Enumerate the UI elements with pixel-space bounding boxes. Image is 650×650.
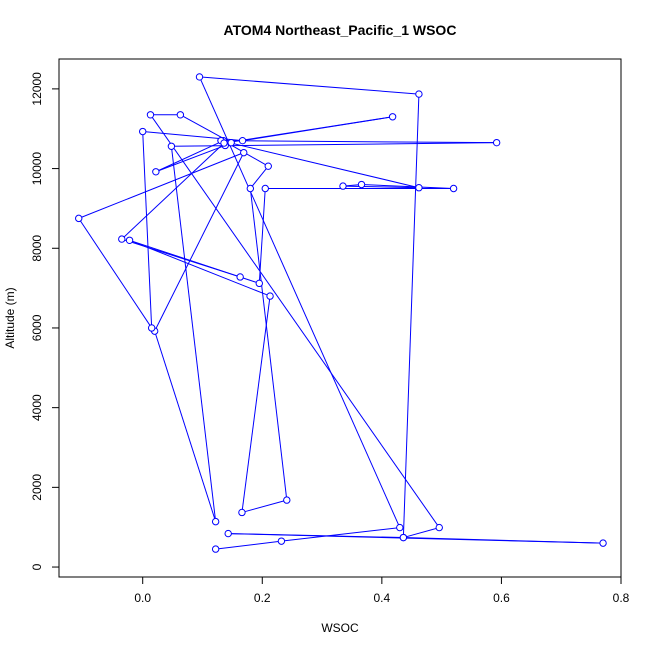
data-point — [388, 113, 397, 121]
y-tick-label: 10000 — [30, 152, 44, 186]
data-point — [176, 111, 185, 119]
data-point — [118, 235, 126, 243]
data-point — [357, 180, 366, 189]
series-segment — [241, 499, 287, 513]
series-segment — [342, 185, 419, 189]
series-segment — [78, 152, 244, 219]
series-segment — [154, 152, 245, 332]
data-point — [227, 138, 235, 147]
series-segment — [403, 527, 440, 539]
x-tick-label: 0.6 — [493, 591, 510, 605]
data-point — [147, 324, 156, 332]
data-point — [240, 148, 248, 157]
x-axis: 0.0 0.2 0.4 0.6 0.8 — [134, 576, 630, 605]
series-segment — [241, 296, 271, 513]
data-point — [599, 539, 607, 547]
x-tick-label: 0.8 — [613, 591, 630, 605]
data-point — [236, 273, 244, 281]
data-point — [449, 184, 458, 193]
series-segment — [403, 537, 604, 544]
data-point — [220, 139, 228, 147]
data-point — [125, 236, 134, 245]
data-point — [246, 184, 255, 193]
data-point — [261, 184, 269, 193]
data-point — [211, 545, 220, 553]
series-segment — [402, 94, 420, 538]
series-segment — [142, 131, 153, 328]
x-tick-label: 0.0 — [134, 591, 151, 605]
series-segment — [281, 527, 400, 542]
x-tick-label: 0.2 — [254, 591, 271, 605]
data-point — [195, 73, 204, 81]
series-segment — [155, 144, 226, 173]
series-segment — [221, 140, 497, 144]
series-segment — [121, 142, 225, 240]
series-segment — [249, 165, 269, 189]
series-segment — [199, 76, 401, 528]
series-segment — [249, 188, 288, 501]
y-axis: 0 2000 4000 6000 8000 10000 12000 — [30, 72, 60, 570]
data-point — [152, 168, 160, 176]
data-point — [339, 182, 347, 190]
y-tick-label: 4000 — [30, 394, 44, 421]
series-segment — [142, 131, 243, 142]
y-axis-label: Altitude (m) — [3, 287, 17, 348]
y-tick-label: 12000 — [30, 72, 44, 106]
x-tick-label: 0.4 — [374, 591, 391, 605]
data-point — [435, 523, 443, 532]
data-point — [396, 523, 404, 532]
series-segment — [361, 184, 454, 189]
data-point — [415, 90, 423, 98]
x-axis-label: WSOC — [321, 621, 359, 635]
data-point — [415, 184, 423, 192]
data-point — [492, 138, 501, 147]
data-point — [238, 136, 247, 145]
series-segment — [199, 76, 419, 95]
series-segment — [170, 146, 217, 522]
data-point — [399, 533, 408, 542]
series-segment — [121, 238, 241, 278]
data-point — [264, 162, 272, 170]
data-point — [277, 537, 286, 545]
series-segment — [150, 114, 440, 528]
data-point — [167, 142, 176, 150]
data-point — [283, 496, 291, 504]
data-point — [211, 517, 220, 526]
data-point — [238, 508, 246, 517]
series-segment — [78, 218, 153, 329]
series-segment — [220, 140, 420, 189]
data-point — [255, 279, 263, 288]
series-lines — [78, 76, 604, 550]
chart-title: ATOM4 Northeast_Pacific_1 WSOC — [224, 22, 457, 38]
data-point — [224, 529, 232, 538]
data-point — [266, 292, 274, 300]
series-segment — [154, 330, 217, 522]
data-point — [146, 111, 155, 119]
series-segment — [223, 116, 393, 144]
y-tick-label: 8000 — [30, 235, 44, 262]
series-segment — [258, 188, 266, 284]
data-point — [75, 214, 83, 223]
series-points — [75, 73, 607, 553]
series-segment — [215, 540, 282, 550]
y-tick-label: 2000 — [30, 474, 44, 501]
y-tick-label: 6000 — [30, 314, 44, 341]
y-tick-label: 0 — [30, 563, 44, 570]
data-point — [139, 127, 147, 136]
